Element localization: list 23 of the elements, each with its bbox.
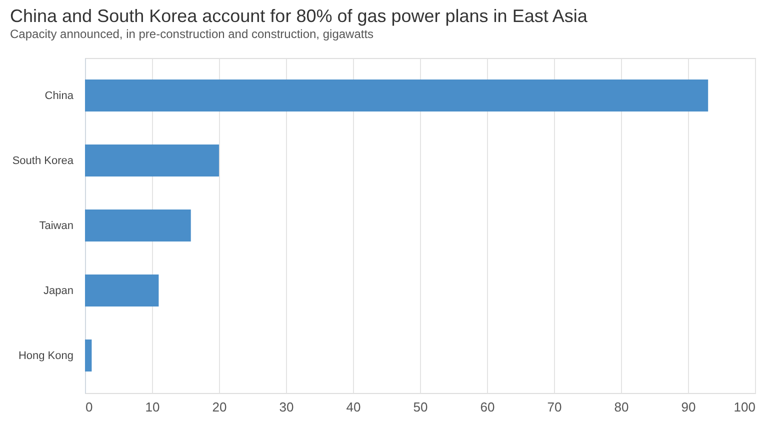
y-tick-label: China [44, 90, 74, 102]
chart-subtitle: Capacity announced, in pre-construction and construction, gigawatts [10, 27, 374, 41]
x-tick-label: 70 [547, 400, 562, 414]
bar [85, 274, 159, 306]
x-tick-label: 0 [86, 400, 93, 414]
x-tick-label: 20 [212, 400, 227, 414]
y-tick-label: Taiwan [39, 220, 74, 232]
x-tick-label: 80 [614, 400, 629, 414]
x-tick-label: 60 [480, 400, 495, 414]
x-tick-label: 90 [681, 400, 696, 414]
x-tick-label: 100 [734, 400, 756, 414]
x-tick-label: 10 [145, 400, 160, 414]
y-tick-label: South Korea [12, 155, 74, 167]
x-tick-label: 50 [413, 400, 428, 414]
y-tick-label: Japan [44, 285, 74, 297]
x-tick-label: 30 [279, 400, 294, 414]
bar [85, 144, 219, 176]
x-tick-label: 40 [346, 400, 361, 414]
bar [85, 340, 92, 372]
bar [85, 80, 708, 112]
bar [85, 210, 191, 242]
y-tick-label: Hong Kong [18, 350, 74, 362]
chart-title: China and South Korea account for 80% of gas power plans in East Asia [10, 6, 588, 26]
